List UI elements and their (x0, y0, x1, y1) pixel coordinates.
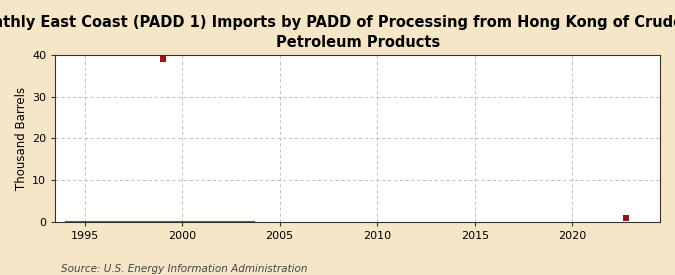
Title: Monthly East Coast (PADD 1) Imports by PADD of Processing from Hong Kong of Crud: Monthly East Coast (PADD 1) Imports by P… (0, 15, 675, 50)
Y-axis label: Thousand Barrels: Thousand Barrels (15, 87, 28, 190)
Text: Source: U.S. Energy Information Administration: Source: U.S. Energy Information Administ… (61, 264, 307, 274)
